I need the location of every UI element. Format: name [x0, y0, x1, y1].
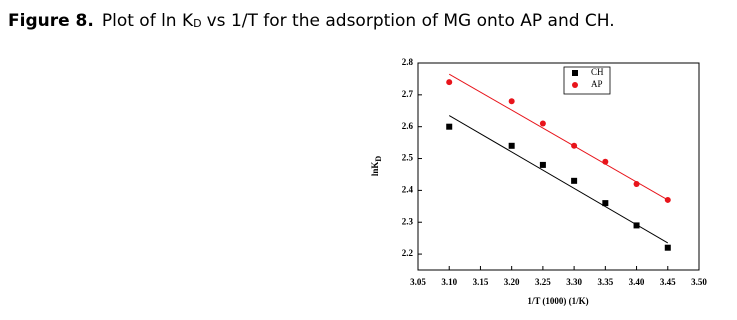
legend-marker [572, 70, 578, 76]
y-tick-label: 2.7 [402, 89, 414, 99]
x-tick-label: 3.10 [441, 277, 457, 287]
y-tick-label: 2.5 [402, 153, 414, 163]
point [664, 196, 671, 203]
legend-label: CH [591, 67, 604, 77]
x-tick-label: 3.20 [504, 277, 520, 287]
fit-line [448, 73, 669, 201]
point [539, 161, 546, 168]
caption-sub: D [193, 17, 201, 30]
x-tick-label: 3.35 [597, 277, 613, 287]
x-axis-label: 1/T (1000) (1/K) [527, 296, 588, 306]
x-tick-label: 3.25 [535, 277, 551, 287]
caption-text-end: vs 1/T for the adsorption of MG onto AP … [207, 11, 615, 31]
y-axis-label-main: lnK [370, 162, 380, 177]
y-axis-label: lnKD [370, 156, 383, 177]
caption: Figure 8. Plot of ln KD vs 1/T for the ads… [8, 11, 615, 31]
x-tick-label: 3.50 [691, 277, 707, 287]
x-tick-label: 3.05 [410, 277, 426, 287]
caption-text: Plot of ln K [102, 11, 194, 31]
point [571, 177, 578, 184]
caption-label: Figure 8. [8, 11, 94, 31]
plot-frame [417, 62, 700, 271]
y-axis-label-sub: D [374, 156, 383, 162]
point [664, 244, 671, 251]
fit-line [448, 115, 669, 244]
legend-box [563, 66, 611, 95]
x-tick-label: 3.30 [566, 277, 582, 287]
point [633, 181, 640, 188]
x-tick-label: 3.15 [473, 277, 489, 287]
y-tick-label: 2.3 [402, 216, 414, 226]
point [602, 158, 609, 165]
legend-label: AP [591, 79, 603, 89]
point [508, 98, 515, 105]
y-tick-label: 2.8 [402, 57, 414, 67]
point [571, 142, 578, 149]
legend-marker [572, 82, 578, 88]
y-tick-label: 2.6 [402, 121, 414, 131]
point [602, 200, 609, 207]
point [446, 123, 453, 130]
point [446, 79, 453, 86]
point [633, 222, 640, 229]
y-tick-label: 2.4 [402, 184, 414, 194]
x-tick-label: 3.40 [629, 277, 645, 287]
y-tick-label: 2.2 [402, 248, 414, 258]
x-tick-label: 3.45 [660, 277, 676, 287]
point [539, 120, 546, 127]
point [508, 142, 515, 149]
